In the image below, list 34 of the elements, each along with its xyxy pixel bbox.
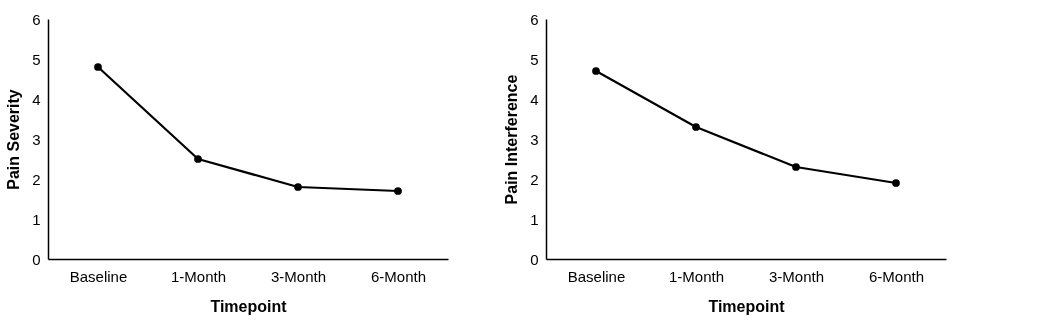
x-tick-label: Baseline — [69, 267, 128, 285]
point — [294, 183, 302, 191]
point — [792, 163, 800, 171]
y-tick-label: 1 — [32, 210, 41, 228]
y-tick-label: 3 — [530, 130, 539, 148]
y-tick-label: 0 — [32, 250, 41, 268]
y-tick-label: 4 — [530, 90, 539, 108]
y-tick-label: 3 — [32, 130, 41, 148]
x-tick-label: 6-Month — [370, 267, 427, 285]
point — [892, 179, 900, 187]
x-axis-title: Timepoint — [708, 297, 786, 315]
y-tick-label: 6 — [530, 10, 539, 28]
point — [194, 155, 202, 163]
y-tick-label: 2 — [32, 170, 41, 188]
x-tick-label: Baseline — [567, 267, 626, 285]
x-tick-label: 3-Month — [768, 267, 825, 285]
point — [394, 187, 402, 195]
x-tick-label: 6-Month — [868, 267, 925, 285]
point — [592, 67, 600, 75]
point — [94, 63, 102, 71]
y-tick-label: 0 — [530, 250, 539, 268]
x-tick-label: 1-Month — [668, 267, 725, 285]
y-tick-label: 5 — [530, 50, 539, 68]
y-tick-label: 4 — [32, 90, 41, 108]
y-tick-label: 5 — [32, 50, 41, 68]
x-tick-label: 3-Month — [270, 267, 327, 285]
x-axis-title: Timepoint — [210, 297, 288, 315]
y-tick-label: 2 — [530, 170, 539, 188]
point — [692, 123, 700, 131]
y-axis-title: Pain Interference — [503, 74, 521, 205]
x-tick-label: 1-Month — [170, 267, 227, 285]
y-axis-title: Pain Severity — [5, 89, 23, 190]
y-tick-label: 1 — [530, 210, 539, 228]
y-tick-label: 6 — [32, 10, 41, 28]
